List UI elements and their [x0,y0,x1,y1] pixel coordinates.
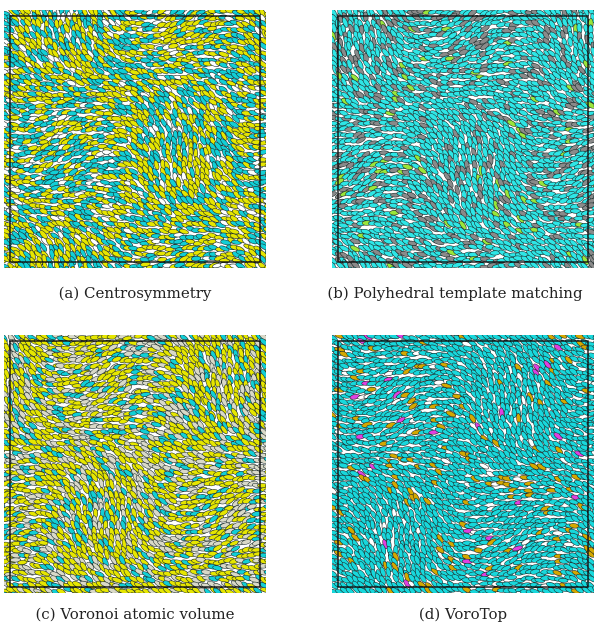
panel-b-particle-snapshot [332,10,594,268]
caption-b: (b) Polyhedral template matching [327,284,583,302]
caption-c: (c) Voronoi atomic volume [35,605,235,623]
simulation-box-outline [9,15,261,263]
panel-c-particle-snapshot [4,335,266,593]
particle-field [4,10,266,268]
panel-d-particle-snapshot [332,335,594,593]
simulation-box-outline [337,340,589,588]
particle-field [332,335,594,593]
particle-field [332,10,594,268]
particle-field [4,335,266,593]
simulation-box-outline [337,15,589,263]
panel-a-particle-snapshot [4,10,266,268]
caption-a: (a) Centrosymmetry [58,284,212,302]
simulation-box-outline [9,340,261,588]
caption-d: (d) VoroTop [418,605,508,623]
